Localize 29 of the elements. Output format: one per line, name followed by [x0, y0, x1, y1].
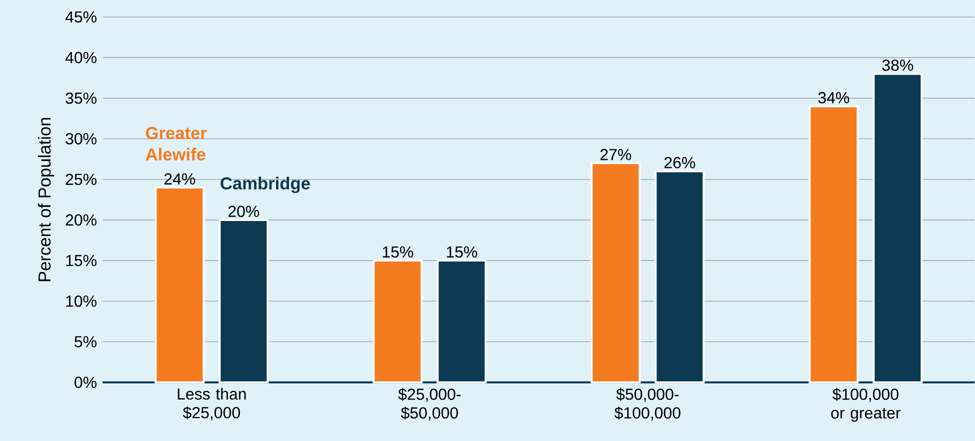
y-tick-label: 35% — [66, 92, 96, 104]
data-label: 34% — [818, 92, 850, 104]
x-tick-label: Less than $25,000 — [178, 388, 246, 420]
x-tick-label: $25,000-$50,000 — [398, 388, 461, 420]
series-label: Cambridge — [220, 176, 310, 194]
bar — [372, 260, 423, 384]
y-tick-label: 30% — [66, 133, 96, 144]
data-label: 27% — [600, 148, 632, 160]
data-label: 15% — [382, 246, 414, 258]
y-tick-label: 5% — [74, 336, 96, 348]
y-tick-label: 45% — [65, 11, 96, 23]
y-tick-label: 0% — [74, 376, 96, 388]
y-tick-label: 40% — [65, 52, 96, 64]
y-tick-label: 10% — [66, 295, 96, 307]
x-tick-label: $100,000 or greater — [831, 388, 901, 422]
data-label: 15% — [446, 246, 478, 258]
data-label: 20% — [228, 206, 260, 218]
y-tick-label: 25% — [66, 174, 96, 186]
data-label: 26% — [664, 156, 696, 168]
y-axis-title: Percent of Population — [38, 118, 54, 282]
data-label: 24% — [164, 173, 196, 185]
bar — [808, 105, 859, 384]
y-tick-label: 20% — [66, 214, 96, 226]
series-label: Greater Alewife — [146, 126, 207, 161]
x-tick-label: $50,000-$100,000 — [614, 388, 680, 420]
y-tick-label: 15% — [66, 254, 96, 266]
data-label: 38% — [882, 60, 914, 71]
bar — [590, 162, 641, 384]
bar — [154, 186, 205, 384]
